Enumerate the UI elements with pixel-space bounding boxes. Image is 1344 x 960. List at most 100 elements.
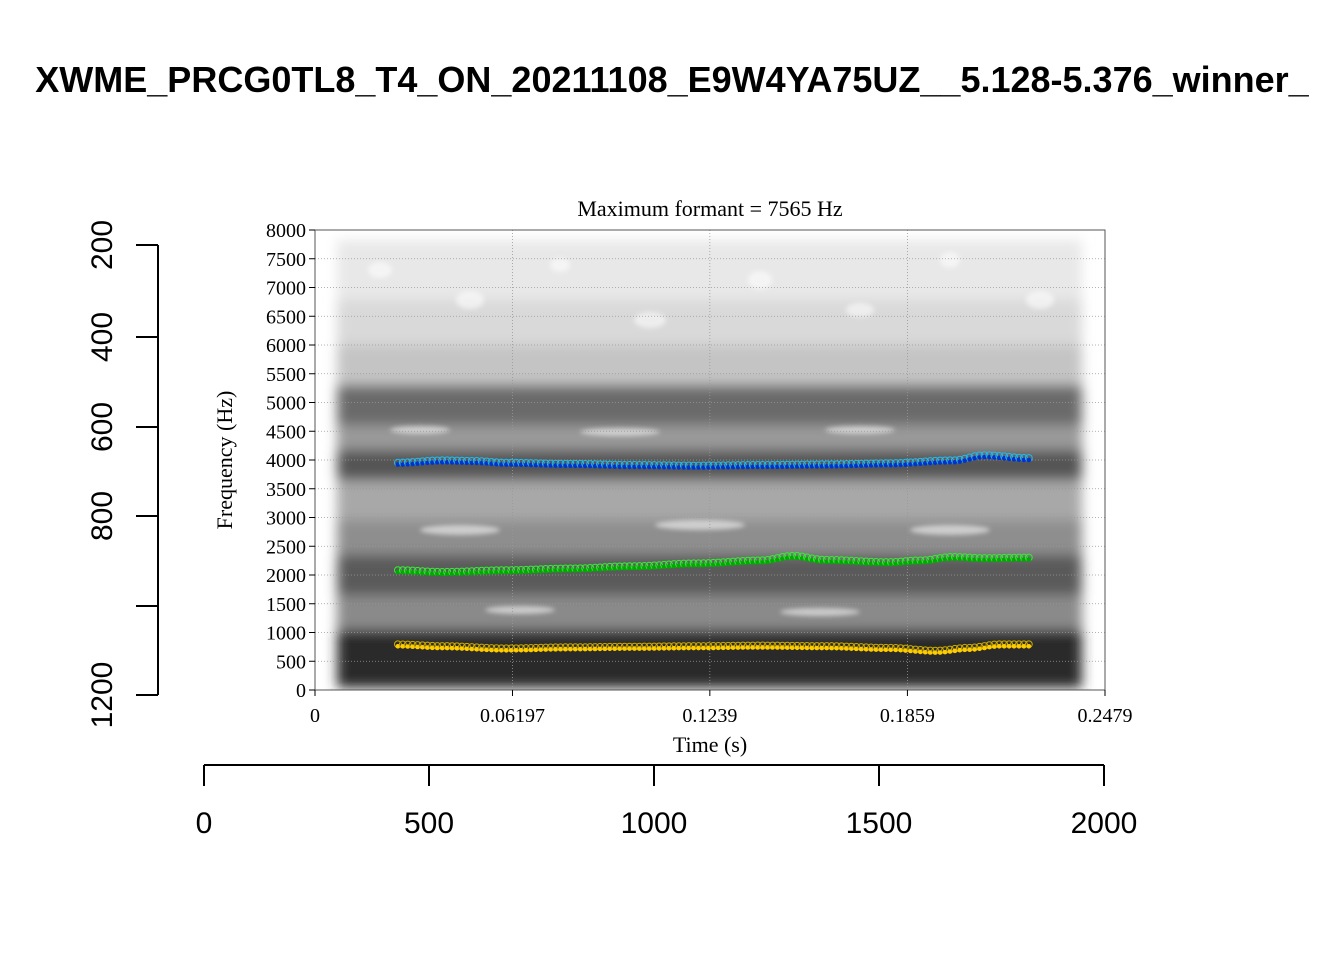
formant-point [523,569,529,575]
formant-point [518,569,524,575]
formant-point [893,462,899,468]
y-tick-label: 6500 [266,306,306,328]
formant-point [908,560,913,566]
formant-point [937,650,943,655]
inner-x-axis: 0 0.06197 0.1239 0.1859 0.2479 [310,690,1133,727]
outer-y-tick-label: 400 [86,312,119,362]
formant-point [927,559,933,564]
formant-point [582,567,588,573]
formant-point [942,649,948,655]
formant-point [932,460,938,466]
outer-y-axis: 200 400 600 800 1200 [86,220,159,729]
formant-point [903,462,908,468]
x-tick-label: 0.1239 [682,705,737,727]
x-tick-label: 0.1859 [880,705,935,727]
formant-point [898,561,903,566]
y-tick-label: 6000 [266,335,306,357]
formant-tracks [393,451,1033,655]
y-tick-label: 2500 [266,536,306,558]
formant-point [656,564,662,570]
formant-point [543,647,549,652]
outer-x-tick-label: 2000 [1071,807,1138,840]
formant-point [533,569,539,574]
formant-point [992,644,997,649]
formant-point [893,561,899,567]
y-tick-label: 7000 [266,278,306,300]
formant-point [923,559,928,565]
y-axis-label: Frequency (Hz) [212,391,237,530]
formant-point [577,567,583,573]
formant-point [454,571,460,576]
formant-point [666,564,672,569]
formant-point [888,561,894,567]
formant-point [711,562,716,568]
formant-point [972,455,977,461]
formant-point [602,566,608,572]
outer-y-tick-label: 800 [86,491,119,541]
formant-point [765,559,770,565]
formant-point [903,560,908,566]
outer-y-tick-label: 1200 [86,662,119,729]
formant-point [449,571,455,577]
outer-y-tick-label: 600 [86,402,119,452]
y-tick-label: 4000 [266,450,306,472]
formant-point [947,649,953,654]
formant-point [538,568,544,574]
formant-point [854,463,859,469]
x-tick-label: 0.2479 [1078,705,1133,727]
formant-point [676,563,682,569]
formant-point [977,455,982,460]
formant-point [469,570,475,576]
formant-point [863,463,869,468]
outer-x-tick-label: 1000 [621,807,688,840]
formant-point [681,563,687,568]
formant-point [967,647,972,653]
formant-point [957,459,963,464]
formant-series [393,451,1033,470]
formant-point [1026,557,1032,562]
formant-point [607,566,613,572]
formant-point [952,459,958,465]
formant-point [553,568,558,573]
formant-point [661,564,667,570]
formant-point [597,567,603,572]
formant-point [849,463,854,469]
formant-point [715,562,721,567]
formant-point [977,646,982,652]
formant-point [937,460,943,465]
formant-point [528,647,534,653]
y-tick-label: 3000 [266,508,306,530]
formant-point [1026,644,1032,649]
formant-point [918,560,923,565]
formant-point [775,557,780,563]
outer-x-axis: 0 500 1000 1500 2000 [196,764,1138,840]
formant-point [1026,457,1032,463]
formant-point [464,570,470,576]
formant-point [484,570,489,575]
formant-point [720,561,726,567]
y-tick-label: 7500 [266,249,306,271]
formant-point [479,570,484,575]
formant-point [425,460,430,466]
formant-point [730,561,736,566]
inner-y-axis: 0 500 1000 1500 2000 2500 3000 3500 4000 4500 5000… [266,220,315,702]
formant-point [987,644,992,650]
formant-point [923,461,928,466]
formant-point [706,562,711,568]
y-tick-label: 3500 [266,479,306,501]
y-tick-label: 4500 [266,421,306,443]
formant-series [393,640,1033,655]
formant-point [735,560,741,566]
formant-point [844,463,849,469]
formant-point [937,557,943,563]
y-tick-label: 8000 [266,220,306,242]
formant-point [927,460,933,466]
x-tick-label: 0 [310,705,320,727]
formant-point [528,569,534,574]
formant-point [474,570,480,576]
y-tick-label: 1000 [266,623,306,645]
formant-point [908,462,913,467]
y-tick-label: 2000 [266,565,306,587]
outer-x-tick-label: 500 [404,807,454,840]
